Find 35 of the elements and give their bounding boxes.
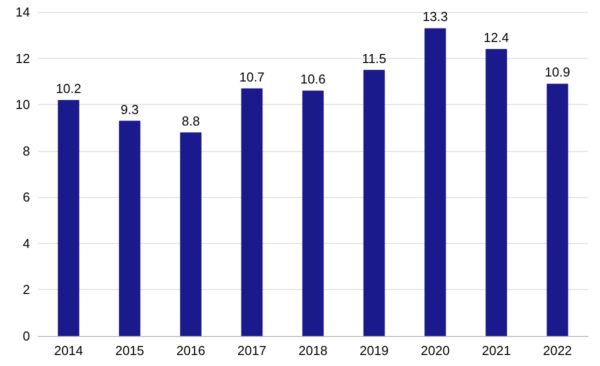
bar [241, 88, 263, 336]
x-tick-label: 2022 [542, 343, 572, 358]
bar [118, 120, 140, 336]
bar [546, 84, 568, 336]
bar [302, 90, 324, 336]
x-tick-label: 2018 [298, 343, 328, 358]
data-label: 10.2 [56, 80, 82, 96]
x-tick-label: 2015 [115, 343, 144, 358]
bar [180, 132, 202, 336]
y-tick-label: 10 [16, 97, 30, 112]
bar [486, 49, 508, 336]
data-label: 12.4 [484, 30, 509, 46]
y-tick-label: 4 [22, 236, 30, 251]
x-tick-label: 2019 [360, 343, 389, 358]
x-tick-label: 2021 [482, 343, 511, 358]
x-tick-label: 2017 [237, 343, 266, 358]
y-tick-label: 14 [16, 4, 30, 20]
y-tick-label: 12 [16, 50, 30, 66]
bar [424, 28, 446, 336]
y-tick-label: 8 [22, 143, 30, 158]
x-tick-label: 2014 [54, 343, 84, 358]
x-tick-label: 2020 [420, 343, 450, 358]
y-tick-label: 6 [22, 190, 30, 205]
data-label: 13.3 [422, 9, 448, 24]
x-tick-label: 2016 [176, 343, 206, 358]
data-label: 10.7 [239, 69, 265, 84]
y-tick-label: 2 [22, 282, 30, 298]
bar [58, 100, 80, 336]
y-tick-label: 0 [22, 328, 30, 344]
data-label: 9.3 [120, 102, 139, 117]
data-label: 11.5 [362, 50, 386, 66]
data-label: 10.6 [300, 72, 326, 87]
bar [363, 70, 385, 336]
data-label: 10.9 [544, 64, 570, 80]
data-label: 8.8 [182, 113, 200, 128]
